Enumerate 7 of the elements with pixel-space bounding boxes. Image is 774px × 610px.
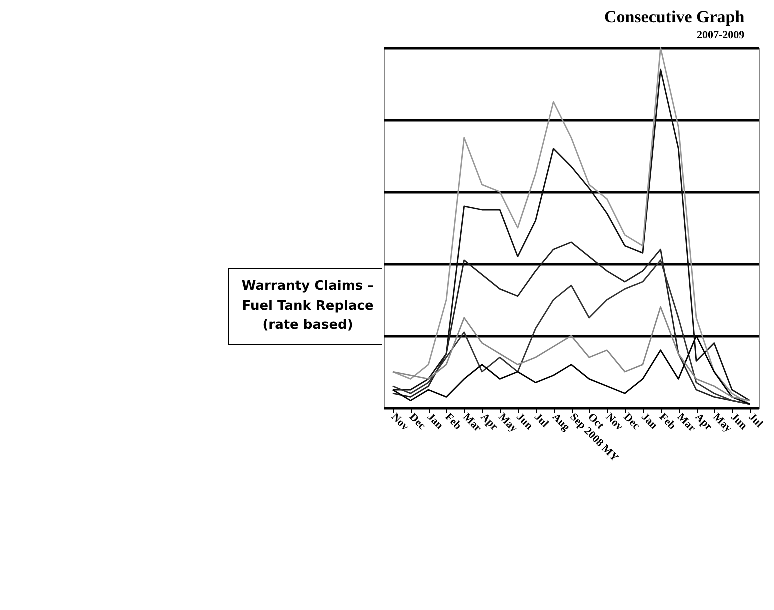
- x-tick-label: Jul: [746, 411, 766, 430]
- x-tick-label: Jul: [532, 411, 551, 430]
- text: Warranty Claims – Fuel Tank Replace (rate based): [240, 278, 376, 335]
- x-tick-label: Feb: [657, 411, 678, 432]
- chart-subtitle: 2007-2009: [697, 29, 746, 42]
- chart-title: Consecutive Graph: [604, 7, 746, 26]
- x-tick-label: Feb: [442, 411, 464, 432]
